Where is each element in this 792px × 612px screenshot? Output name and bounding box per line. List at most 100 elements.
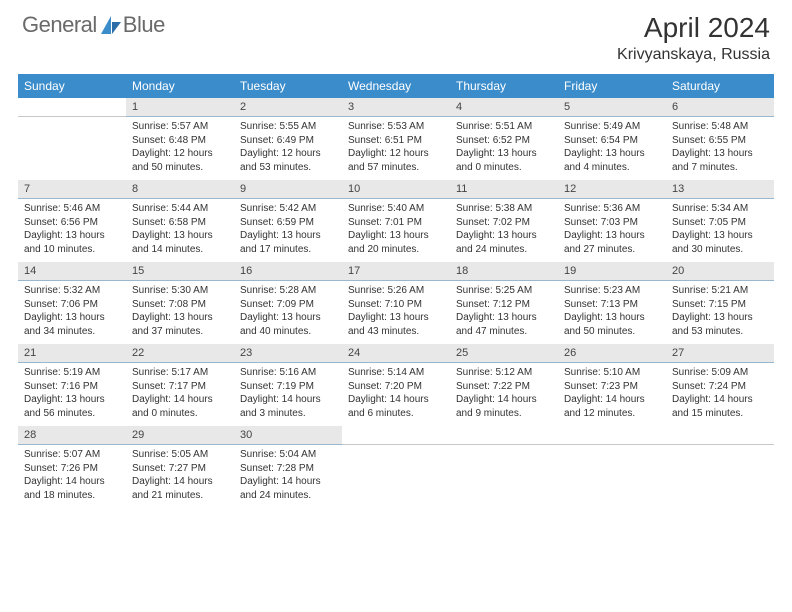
detail-line: Sunrise: 5:36 AM xyxy=(564,202,660,216)
detail-line: Sunrise: 5:44 AM xyxy=(132,202,228,216)
detail-line: Sunrise: 5:16 AM xyxy=(240,366,336,380)
detail-line: Sunrise: 5:19 AM xyxy=(24,366,120,380)
day-cell: 28Sunrise: 5:07 AMSunset: 7:26 PMDayligh… xyxy=(18,426,126,508)
logo-text-2: Blue xyxy=(123,12,165,38)
day-header: Sunday xyxy=(18,74,126,98)
title-block: April 2024 Krivyanskaya, Russia xyxy=(617,12,770,64)
day-cell xyxy=(558,426,666,508)
day-cell: 2Sunrise: 5:55 AMSunset: 6:49 PMDaylight… xyxy=(234,98,342,180)
detail-line: and 12 minutes. xyxy=(564,407,660,421)
day-cell: 15Sunrise: 5:30 AMSunset: 7:08 PMDayligh… xyxy=(126,262,234,344)
day-cell: 6Sunrise: 5:48 AMSunset: 6:55 PMDaylight… xyxy=(666,98,774,180)
page-title: April 2024 xyxy=(617,12,770,44)
day-cell: 18Sunrise: 5:25 AMSunset: 7:12 PMDayligh… xyxy=(450,262,558,344)
detail-line: Daylight: 13 hours xyxy=(240,229,336,243)
detail-line: and 47 minutes. xyxy=(456,325,552,339)
day-details: Sunrise: 5:53 AMSunset: 6:51 PMDaylight:… xyxy=(342,117,450,177)
day-cell: 16Sunrise: 5:28 AMSunset: 7:09 PMDayligh… xyxy=(234,262,342,344)
day-details: Sunrise: 5:04 AMSunset: 7:28 PMDaylight:… xyxy=(234,445,342,505)
day-number: 9 xyxy=(234,180,342,199)
day-cell: 14Sunrise: 5:32 AMSunset: 7:06 PMDayligh… xyxy=(18,262,126,344)
detail-line: Daylight: 13 hours xyxy=(348,229,444,243)
day-details: Sunrise: 5:51 AMSunset: 6:52 PMDaylight:… xyxy=(450,117,558,177)
detail-line: Sunset: 7:22 PM xyxy=(456,380,552,394)
day-number: 17 xyxy=(342,262,450,281)
day-details: Sunrise: 5:05 AMSunset: 7:27 PMDaylight:… xyxy=(126,445,234,505)
detail-line: Sunset: 6:48 PM xyxy=(132,134,228,148)
detail-line: and 30 minutes. xyxy=(672,243,768,257)
detail-line: Daylight: 13 hours xyxy=(240,311,336,325)
detail-line: Sunset: 7:10 PM xyxy=(348,298,444,312)
detail-line: Daylight: 13 hours xyxy=(24,229,120,243)
day-number: 24 xyxy=(342,344,450,363)
detail-line: and 7 minutes. xyxy=(672,161,768,175)
detail-line: Sunrise: 5:38 AM xyxy=(456,202,552,216)
day-number: 18 xyxy=(450,262,558,281)
day-details: Sunrise: 5:14 AMSunset: 7:20 PMDaylight:… xyxy=(342,363,450,423)
detail-line: Sunset: 7:06 PM xyxy=(24,298,120,312)
day-cell: 4Sunrise: 5:51 AMSunset: 6:52 PMDaylight… xyxy=(450,98,558,180)
detail-line: Sunset: 6:56 PM xyxy=(24,216,120,230)
detail-line: Daylight: 13 hours xyxy=(564,147,660,161)
detail-line: and 40 minutes. xyxy=(240,325,336,339)
day-details: Sunrise: 5:36 AMSunset: 7:03 PMDaylight:… xyxy=(558,199,666,259)
detail-line: and 0 minutes. xyxy=(132,407,228,421)
day-number: 28 xyxy=(18,426,126,445)
day-cell: 21Sunrise: 5:19 AMSunset: 7:16 PMDayligh… xyxy=(18,344,126,426)
week-row: 7Sunrise: 5:46 AMSunset: 6:56 PMDaylight… xyxy=(18,180,774,262)
detail-line: and 10 minutes. xyxy=(24,243,120,257)
day-cell: 9Sunrise: 5:42 AMSunset: 6:59 PMDaylight… xyxy=(234,180,342,262)
day-details: Sunrise: 5:26 AMSunset: 7:10 PMDaylight:… xyxy=(342,281,450,341)
detail-line: Sunrise: 5:04 AM xyxy=(240,448,336,462)
detail-line: Sunrise: 5:32 AM xyxy=(24,284,120,298)
day-cell: 24Sunrise: 5:14 AMSunset: 7:20 PMDayligh… xyxy=(342,344,450,426)
detail-line: Sunset: 6:51 PM xyxy=(348,134,444,148)
day-number: 27 xyxy=(666,344,774,363)
day-number: 4 xyxy=(450,98,558,117)
detail-line: Daylight: 13 hours xyxy=(672,311,768,325)
detail-line: Sunrise: 5:21 AM xyxy=(672,284,768,298)
detail-line: Sunrise: 5:23 AM xyxy=(564,284,660,298)
day-details: Sunrise: 5:21 AMSunset: 7:15 PMDaylight:… xyxy=(666,281,774,341)
detail-line: and 56 minutes. xyxy=(24,407,120,421)
detail-line: and 34 minutes. xyxy=(24,325,120,339)
detail-line: Daylight: 13 hours xyxy=(456,229,552,243)
detail-line: and 9 minutes. xyxy=(456,407,552,421)
detail-line: and 15 minutes. xyxy=(672,407,768,421)
detail-line: Daylight: 13 hours xyxy=(132,229,228,243)
day-details: Sunrise: 5:55 AMSunset: 6:49 PMDaylight:… xyxy=(234,117,342,177)
header: General Blue April 2024 Krivyanskaya, Ru… xyxy=(0,0,792,68)
day-cell: 30Sunrise: 5:04 AMSunset: 7:28 PMDayligh… xyxy=(234,426,342,508)
day-cell: 27Sunrise: 5:09 AMSunset: 7:24 PMDayligh… xyxy=(666,344,774,426)
detail-line: and 37 minutes. xyxy=(132,325,228,339)
detail-line: and 57 minutes. xyxy=(348,161,444,175)
day-cell: 8 Sunrise: 5:44 AMSunset: 6:58 PMDaylight… xyxy=(126,180,234,262)
detail-line: Sunset: 6:52 PM xyxy=(456,134,552,148)
day-number: 6 xyxy=(666,98,774,117)
detail-line: Daylight: 14 hours xyxy=(456,393,552,407)
day-cell xyxy=(342,426,450,508)
detail-line: Sunset: 7:03 PM xyxy=(564,216,660,230)
day-details: Sunrise: 5:25 AMSunset: 7:12 PMDaylight:… xyxy=(450,281,558,341)
detail-line: Sunset: 6:54 PM xyxy=(564,134,660,148)
day-number: 3 xyxy=(342,98,450,117)
day-number: 11 xyxy=(450,180,558,199)
day-number: 12 xyxy=(558,180,666,199)
detail-line: Sunset: 7:16 PM xyxy=(24,380,120,394)
day-details: Sunrise: 5:32 AMSunset: 7:06 PMDaylight:… xyxy=(18,281,126,341)
detail-line: Sunrise: 5:57 AM xyxy=(132,120,228,134)
detail-line: Sunset: 7:24 PM xyxy=(672,380,768,394)
day-number: 21 xyxy=(18,344,126,363)
detail-line: and 17 minutes. xyxy=(240,243,336,257)
day-cell: 25Sunrise: 5:12 AMSunset: 7:22 PMDayligh… xyxy=(450,344,558,426)
detail-line: Sunrise: 5:28 AM xyxy=(240,284,336,298)
detail-line: Sunset: 7:12 PM xyxy=(456,298,552,312)
day-number: 16 xyxy=(234,262,342,281)
day-cell: 12Sunrise: 5:36 AMSunset: 7:03 PMDayligh… xyxy=(558,180,666,262)
detail-line: Daylight: 13 hours xyxy=(132,311,228,325)
day-cell: 26Sunrise: 5:10 AMSunset: 7:23 PMDayligh… xyxy=(558,344,666,426)
day-number: 8 xyxy=(126,180,234,199)
detail-line: Sunset: 6:58 PM xyxy=(132,216,228,230)
detail-line: Sunset: 7:20 PM xyxy=(348,380,444,394)
day-cell: 19Sunrise: 5:23 AMSunset: 7:13 PMDayligh… xyxy=(558,262,666,344)
